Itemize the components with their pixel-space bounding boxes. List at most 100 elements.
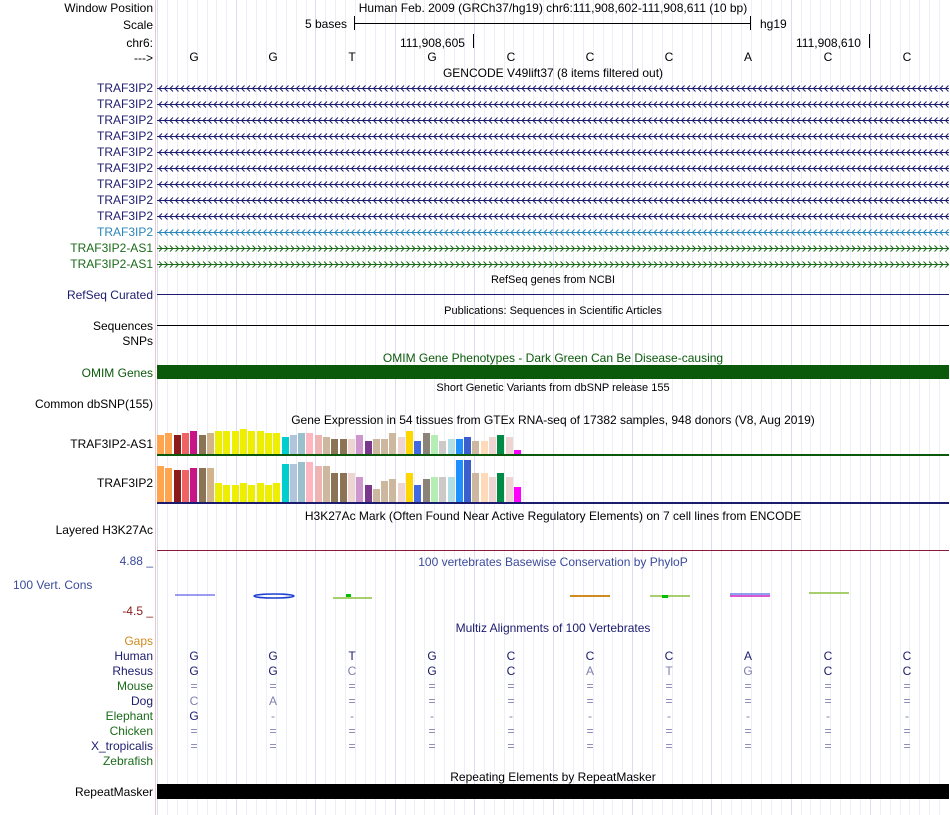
gencode-row-label[interactable]: TRAF3IP2 — [96, 113, 153, 127]
gene-model[interactable] — [157, 116, 949, 125]
gtex-tissue-bar[interactable] — [430, 477, 438, 502]
repeatmasker-label[interactable]: RepeatMasker — [74, 785, 153, 799]
species-label[interactable]: Rhesus — [112, 664, 153, 678]
species-label[interactable]: Elephant — [105, 709, 153, 723]
gtex-tissue-bar[interactable] — [256, 431, 264, 454]
gencode-row-label[interactable]: TRAF3IP2 — [96, 161, 153, 175]
repeatmasker-bar[interactable] — [157, 784, 949, 799]
gtex-tissue-bar[interactable] — [347, 473, 355, 502]
gtex-tissue-bar[interactable] — [165, 468, 173, 502]
h3k27ac-title[interactable]: H3K27Ac Mark (Often Found Near Active Re… — [304, 509, 802, 523]
gencode-row-label[interactable]: TRAF3IP2 — [96, 177, 153, 191]
gtex-tissue-bar[interactable] — [323, 466, 330, 502]
gencode-row-label[interactable]: TRAF3IP2 — [96, 193, 153, 207]
gene-model[interactable] — [157, 260, 950, 269]
omim-bar[interactable] — [157, 365, 949, 379]
gene-model[interactable] — [157, 180, 949, 189]
gtex-tissue-bar[interactable] — [389, 479, 397, 502]
dbsnp-title[interactable]: Short Genetic Variants from dbSNP releas… — [436, 382, 670, 394]
gtex-tissue-bar[interactable] — [406, 431, 413, 454]
gencode-row-label[interactable]: TRAF3IP2 — [96, 209, 153, 223]
gtex-tissue-bar[interactable] — [273, 483, 281, 502]
gtex-tissue-bar[interactable] — [480, 473, 488, 502]
gtex-tissue-bar[interactable] — [248, 485, 256, 502]
gtex-tissue-bar[interactable] — [173, 435, 181, 454]
species-label[interactable]: X_tropicalis — [90, 739, 153, 753]
gencode-title[interactable]: GENCODE V49lift37 (8 items filtered out) — [442, 66, 664, 80]
species-label[interactable]: Mouse — [116, 679, 153, 693]
gtex-tissue-bar[interactable] — [381, 439, 389, 454]
publications-title[interactable]: Publications: Sequences in Scientific Ar… — [444, 305, 662, 317]
gtex-tissue-bar[interactable] — [455, 439, 463, 454]
gtex-tissue-bar[interactable] — [422, 479, 430, 502]
gtex-tissue-bar[interactable] — [381, 481, 389, 502]
snps-label[interactable]: SNPs — [122, 334, 153, 348]
gene-model[interactable] — [157, 164, 949, 173]
omim-label[interactable]: OMIM Genes — [81, 366, 153, 380]
gtex-tissue-bar[interactable] — [165, 433, 173, 454]
gtex-tissue-bar[interactable] — [505, 437, 513, 454]
refseq-label[interactable]: RefSeq Curated — [66, 288, 153, 302]
gtex-tissue-bar[interactable] — [289, 464, 297, 502]
multiz-title[interactable]: Multiz Alignments of 100 Vertebrates — [455, 621, 651, 635]
gtex-tissue-bar[interactable] — [447, 477, 455, 502]
gencode-row-label[interactable]: TRAF3IP2 — [96, 145, 153, 159]
gtex-tissue-bar[interactable] — [472, 473, 480, 502]
gtex-tissue-bar[interactable] — [414, 485, 422, 502]
omim-title[interactable]: OMIM Gene Phenotypes - Dark Green Can Be… — [382, 351, 724, 365]
species-label[interactable]: Human — [114, 649, 153, 663]
gtex-tissue-bar[interactable] — [356, 435, 364, 454]
conservation-label[interactable]: 100 Vert. Cons — [13, 578, 93, 592]
gene-model[interactable] — [157, 228, 949, 237]
gene-model[interactable] — [157, 100, 949, 109]
gene-model[interactable] — [157, 196, 949, 205]
gtex-tissue-bar[interactable] — [439, 477, 447, 502]
gtex-tissue-bar[interactable] — [439, 441, 447, 454]
gtex-tissue-bar[interactable] — [240, 429, 247, 454]
repeatmasker-title[interactable]: Repeating Elements by RepeatMasker — [450, 770, 656, 784]
gtex-tissue-bar[interactable] — [414, 441, 422, 454]
gene-model[interactable] — [157, 212, 949, 221]
gtex-tissue-bar[interactable] — [157, 466, 164, 502]
gtex-tissue-bar[interactable] — [298, 462, 306, 502]
gtex-tissue-bar[interactable] — [206, 433, 214, 454]
gtex-tissue-bar[interactable] — [339, 473, 347, 502]
gtex-tissue-bar[interactable] — [298, 433, 306, 454]
gtex-tissue-bar[interactable] — [289, 435, 297, 454]
gtex-tissue-bar[interactable] — [489, 437, 496, 454]
gtex-tissue-bar[interactable] — [181, 433, 189, 454]
gtex-tissue-bar[interactable] — [306, 462, 314, 502]
refseq-title[interactable]: RefSeq genes from NCBI — [490, 274, 616, 286]
gtex-tissue-bar[interactable] — [215, 483, 223, 502]
species-label[interactable]: Chicken — [109, 724, 153, 738]
gtex-tissue-bar[interactable] — [331, 439, 339, 454]
gtex-tissue-bar[interactable] — [323, 437, 330, 454]
gtex-tissue-bar[interactable] — [356, 477, 364, 502]
gene-model[interactable] — [157, 84, 949, 93]
gtex-tissue-bar[interactable] — [173, 470, 181, 502]
gene-model[interactable] — [157, 244, 950, 253]
gene-model[interactable] — [157, 148, 949, 157]
gtex-tissue-bar[interactable] — [472, 441, 480, 454]
gtex-tissue-bar[interactable] — [306, 433, 314, 454]
gtex-tissue-bar[interactable] — [455, 460, 463, 502]
gtex-bars-ip2[interactable] — [157, 460, 557, 502]
gtex-tissue-bar[interactable] — [190, 468, 198, 502]
gencode-row-label[interactable]: TRAF3IP2 — [96, 129, 153, 143]
gtex-tissue-bar[interactable] — [513, 450, 521, 454]
gtex-tissue-bar[interactable] — [397, 437, 405, 454]
gtex-tissue-bar[interactable] — [364, 485, 372, 502]
gtex-tissue-bar[interactable] — [240, 483, 247, 502]
species-label[interactable]: Dog — [130, 694, 153, 708]
gtex-tissue-bar[interactable] — [281, 437, 289, 454]
gtex-tissue-bar[interactable] — [372, 439, 380, 454]
sequences-label[interactable]: Sequences — [92, 319, 153, 333]
gtex-tissue-bar[interactable] — [181, 470, 189, 502]
gtex-tissue-bar[interactable] — [314, 435, 322, 454]
gtex-tissue-bar[interactable] — [157, 435, 164, 454]
gtex-tissue-bar[interactable] — [198, 468, 206, 502]
gtex-tissue-bar[interactable] — [231, 431, 239, 454]
gtex-tissue-bar[interactable] — [264, 485, 272, 502]
gtex-tissue-bar[interactable] — [223, 431, 231, 454]
